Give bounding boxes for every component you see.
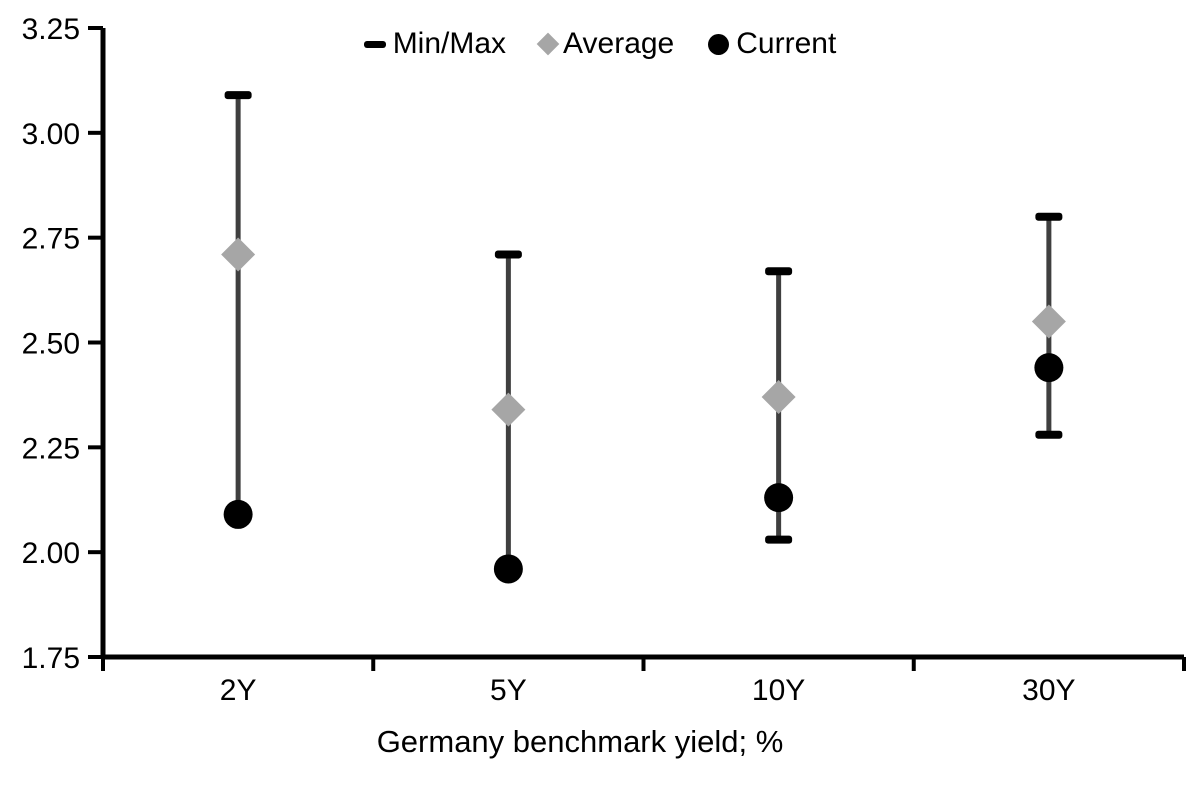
legend-item-minmax: Min/Max [363, 26, 507, 62]
max-cap-5Y [494, 250, 522, 259]
y-tick-label: 1.75 [22, 642, 80, 675]
y-tick-label: 2.75 [22, 223, 80, 256]
y-tick-label: 2.50 [22, 328, 80, 361]
current-marker-10Y [764, 483, 794, 513]
x-category-label: 30Y [1022, 674, 1075, 707]
minmax-dash-icon [363, 40, 386, 48]
y-tick-label: 3.25 [22, 13, 80, 46]
current-marker-2Y [223, 499, 253, 529]
min-cap-10Y [765, 535, 793, 544]
x-category-label: 10Y [752, 674, 805, 707]
max-cap-2Y [224, 91, 252, 100]
legend-item-current: Current [708, 26, 836, 62]
chart-legend: Min/Max Average Current [0, 26, 1200, 62]
y-tick-label: 2.00 [22, 537, 80, 570]
y-tick-label: 2.25 [22, 432, 80, 465]
current-circle-icon [708, 33, 730, 55]
average-marker-10Y [761, 380, 796, 415]
legend-label-average: Average [563, 27, 675, 60]
legend-label-minmax: Min/Max [392, 27, 507, 60]
y-tick-label: 3.00 [22, 118, 80, 151]
average-marker-2Y [221, 237, 256, 272]
average-diamond-icon [536, 32, 560, 56]
average-marker-30Y [1031, 304, 1066, 339]
x-category-label: 2Y [220, 674, 257, 707]
legend-label-current: Current [736, 27, 837, 60]
current-marker-5Y [493, 554, 523, 584]
max-cap-10Y [765, 267, 793, 276]
current-marker-30Y [1034, 353, 1064, 383]
x-axis-title: Germany benchmark yield; % [376, 724, 784, 759]
x-category-label: 5Y [490, 674, 527, 707]
min-cap-30Y [1035, 430, 1063, 439]
max-cap-30Y [1035, 212, 1063, 221]
average-marker-5Y [491, 392, 526, 427]
legend-item-average: Average [536, 26, 675, 62]
